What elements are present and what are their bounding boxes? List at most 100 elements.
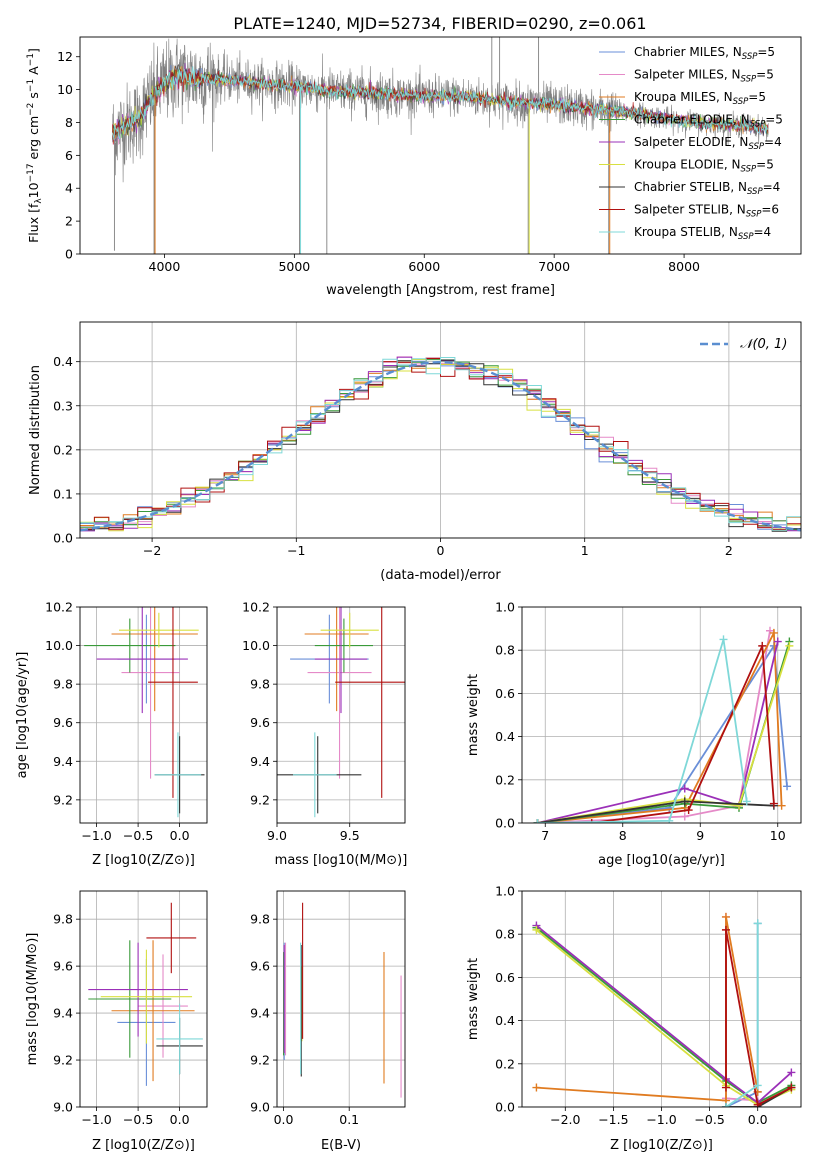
y-tick-label: 12 [57,49,73,64]
x-tick-label: 2 [725,543,733,558]
y-label-part: −17 [26,163,36,182]
x-axis-label: mass [log10(M/M⊙)] [275,853,408,868]
axes-frame [79,890,208,1108]
y-tick-label: 9.2 [250,1053,270,1068]
x-tick-label: −1.0 [646,1112,676,1127]
y-label-part: erg cm [26,116,41,164]
y-label-part: 10 [26,182,41,198]
y-tick-label: 1.0 [495,884,515,899]
plot-area [522,891,801,1107]
y-tick-label: 10.0 [45,638,73,653]
panel-age-vs-mass: 9.0 9.5 9.2 9.4 9.6 9.8 10.0 10.2 mass [log10(M/… [242,600,408,869]
x-tick-label: 0.0 [274,1112,294,1127]
weight-marker [758,641,767,650]
weight-marker [753,919,762,928]
y-tick-label: 9.6 [53,715,73,730]
legend-value: =5 [757,45,775,59]
y-tick-label: 9.8 [53,912,73,927]
weight-marker [785,641,794,650]
x-tick-label: 9 [696,828,704,843]
x-tick-label: 7 [541,828,549,843]
weight-marker [787,1083,796,1092]
weight-marker [742,797,751,806]
legend-sub: SSP [747,187,763,197]
weight-line [725,929,792,1107]
y-tick-label: 9.4 [53,754,73,769]
y-axis-label: Normed distribution [28,365,43,495]
plot-area [80,891,207,1107]
weight-marker [587,819,596,823]
legend-sub: SSP [741,75,757,85]
y-tick-label: 0.8 [495,927,515,942]
weight-marker [719,635,728,644]
x-tick-label: 10 [770,828,786,843]
x-tick-label: −2 [143,543,161,558]
weight-marker [533,819,542,823]
y-label-part: λ [34,198,44,204]
legend-value: =4 [763,180,781,194]
x-tick-label: 9.0 [267,828,287,843]
weight-marker [735,801,743,810]
x-tick-label: −1.0 [81,1112,111,1127]
axes-frame [79,606,208,824]
legend-value: =5 [765,113,783,127]
axes-frame [521,606,802,824]
y-label-part: Flux [f [26,203,41,243]
y-tick-label: 4 [65,181,73,196]
x-tick-label: 8 [619,828,627,843]
weight-marker [721,1083,730,1092]
y-tick-label: 0.6 [495,686,515,701]
legend-label: Kroupa STELIB, NSSP=4 [634,225,771,242]
x-tick-label: −0.5 [123,1112,153,1127]
legend-value: =5 [756,68,774,82]
y-label-part: −1 [26,79,36,92]
weight-marker [787,1068,796,1077]
plot-area [80,607,207,823]
legend-value: =4 [764,135,782,149]
legend-label: 𝒩(0, 1) [740,337,787,352]
panel-age-vs-Z: −1.0 −0.5 0.0 9.2 9.4 9.6 9.8 10.0 10.2 Z [log10(… [15,600,208,868]
y-tick-label: 10.2 [242,600,270,615]
y-tick-label: 9.6 [250,959,270,974]
legend-value: =5 [756,158,774,172]
y-label-part: s [26,92,41,103]
legend-sub: SSP [748,142,764,152]
y-tick-label: 9.6 [250,715,270,730]
y-tick-label: 9.6 [53,959,73,974]
legend-sub: SSP [746,210,762,220]
x-tick-label: 9.5 [340,828,360,843]
histogram-step-line [80,357,801,531]
x-tick-label: −1 [287,543,305,558]
y-tick-label: 0.4 [53,354,73,369]
y-tick-label: 9.2 [250,792,270,807]
axes-frame [521,890,802,1108]
weight-marker [532,1083,541,1092]
x-axis-label: age [log10(age/yr)] [598,853,725,868]
legend-value: =5 [748,90,766,104]
plot-area [80,322,801,538]
y-tick-label: 9.2 [53,792,73,807]
y-tick-label: 2 [65,214,73,229]
legend-label: Salpeter STELIB, NSSP=6 [634,203,779,220]
legend-value: =6 [761,203,779,217]
plot-area [277,891,405,1107]
weight-marker [753,1100,762,1107]
x-tick-label: −1.0 [81,828,111,843]
weight-line [537,639,748,823]
y-tick-label: 0.6 [495,970,515,985]
x-axis-label: E(B-V) [321,1138,361,1153]
y-axis-label: Flux [fλ10−17 erg cm−2 s−1 A−1] [26,48,44,243]
x-tick-label: 5000 [278,259,310,274]
axes-frame [79,321,802,539]
figure-title: PLATE=1240, MJD=52734, FIBERID=0290, z=0… [233,14,646,33]
weight-marker [753,1081,762,1090]
y-tick-label: 9.0 [250,1100,270,1115]
y-tick-label: 9.2 [53,1053,73,1068]
y-tick-label: 1.0 [495,600,515,615]
x-tick-label: 0.0 [748,1112,768,1127]
weight-marker [680,797,689,806]
y-axis-label: mass weight [466,674,481,756]
weight-line [591,645,775,823]
weight-marker [769,799,778,808]
y-tick-label: 9.4 [250,1006,270,1021]
